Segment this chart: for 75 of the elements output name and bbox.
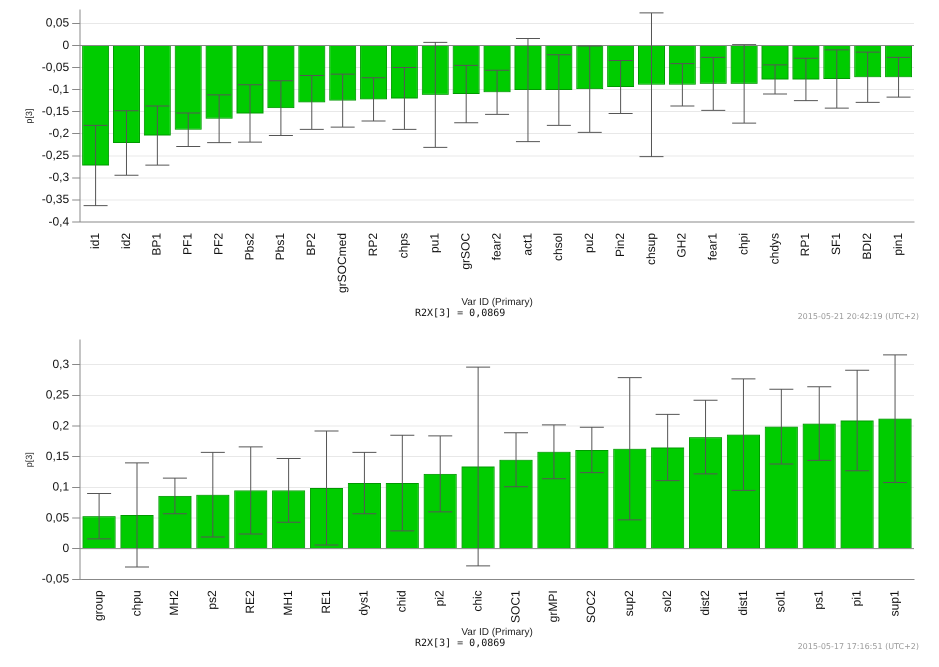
x-tick-label: pu2 — [582, 232, 596, 254]
x-tick-label: sup2 — [622, 590, 636, 616]
x-tick-label: MH2 — [167, 590, 182, 616]
x-tick-label: fear1 — [706, 232, 720, 260]
x-tick-label: Pbs2 — [242, 232, 256, 260]
x-tick-label: dys1 — [356, 590, 371, 616]
y-tick-label: 0,2 — [52, 418, 70, 432]
y-tick-label: -0,3 — [48, 170, 70, 184]
x-tick-label: sol2 — [660, 590, 674, 612]
x-tick-label: RE1 — [318, 590, 333, 614]
x-tick-label: sup1 — [887, 590, 902, 616]
x-tick-label: chpu — [129, 590, 144, 616]
x-axis-title: Var ID (Primary) — [461, 626, 533, 638]
x-tick-label: fear2 — [489, 232, 504, 260]
x-tick-label: RP1 — [798, 232, 812, 256]
x-tick-label: chsol — [551, 232, 566, 261]
x-tick-label: pin1 — [890, 232, 905, 256]
y-tick-label: -0,35 — [42, 192, 70, 206]
x-tick-label: chid — [394, 590, 409, 612]
y-tick-label: 0 — [62, 38, 70, 52]
y-tick-label: -0,4 — [48, 214, 70, 228]
x-axis-title: Var ID (Primary) — [461, 296, 533, 308]
x-tick-label: chpi — [736, 232, 750, 255]
y-tick-label: 0,25 — [46, 388, 70, 402]
text: R2X[3] = 0,0869 — [415, 308, 506, 319]
y-axis-title: p[3] — [24, 452, 34, 468]
x-tick-label: chsup — [644, 232, 658, 266]
x-tick-label: chic — [470, 590, 484, 612]
text: 2015-05-17 17:16:51 (UTC+2) — [798, 642, 919, 651]
x-tick-label: BP2 — [304, 232, 318, 256]
x-tick-label: SOC1 — [508, 590, 522, 624]
x-tick-label: sol1 — [774, 590, 788, 612]
x-tick-label: RP2 — [366, 232, 380, 256]
x-tick-label: grSOCmed — [334, 232, 349, 294]
y-tick-label: 0,1 — [52, 480, 70, 494]
x-tick-label: BP1 — [150, 232, 164, 256]
x-tick-label: GH2 — [674, 232, 689, 258]
x-tick-label: grSOC — [458, 232, 473, 270]
text: R2X[3] = 0,0869 — [415, 638, 506, 649]
x-tick-label: chdys — [767, 232, 782, 264]
x-tick-label: id2 — [118, 232, 133, 249]
y-tick-label: -0,05 — [42, 572, 70, 586]
x-tick-label: SOC2 — [584, 590, 598, 624]
x-tick-label: act1 — [520, 232, 534, 256]
x-tick-label: Pbs1 — [273, 232, 288, 260]
y-tick-label: 0,15 — [46, 449, 70, 464]
x-tick-label: PF1 — [180, 232, 195, 255]
y-tick-label: 0,05 — [46, 16, 70, 30]
x-tick-label: pu1 — [428, 232, 442, 254]
text: 2015-05-21 20:42:19 (UTC+2) — [798, 312, 919, 321]
x-tick-label: MH1 — [280, 590, 295, 616]
x-tick-label: SF1 — [829, 232, 844, 255]
y-tick-label: 0,05 — [46, 510, 70, 524]
y-tick-label: -0,1 — [48, 82, 70, 96]
x-tick-label: ps2 — [205, 590, 220, 610]
y-tick-label: -0,2 — [48, 126, 70, 140]
y-tick-label: -0,05 — [42, 60, 70, 74]
x-tick-label: id1 — [88, 232, 102, 249]
x-tick-label: PF2 — [211, 232, 226, 255]
y-axis-title: p[3] — [24, 108, 34, 124]
x-tick-label: dist1 — [736, 590, 750, 616]
y-tick-label: -0,25 — [42, 148, 70, 162]
x-tick-label: ps1 — [812, 590, 826, 610]
x-tick-label: BDI2 — [860, 232, 874, 260]
x-tick-label: pi2 — [432, 590, 447, 606]
x-tick-label: group — [91, 590, 106, 622]
x-tick-label: dist2 — [698, 590, 712, 616]
x-tick-label: chps — [396, 232, 411, 258]
x-tick-label: grMPI — [546, 590, 560, 622]
x-tick-label: Pin2 — [612, 232, 627, 258]
x-tick-label: RE2 — [243, 590, 258, 614]
y-tick-label: 0,3 — [52, 357, 70, 372]
y-tick-label: 0 — [62, 540, 70, 555]
x-tick-label: pi1 — [849, 590, 864, 606]
y-tick-label: -0,15 — [42, 104, 70, 118]
